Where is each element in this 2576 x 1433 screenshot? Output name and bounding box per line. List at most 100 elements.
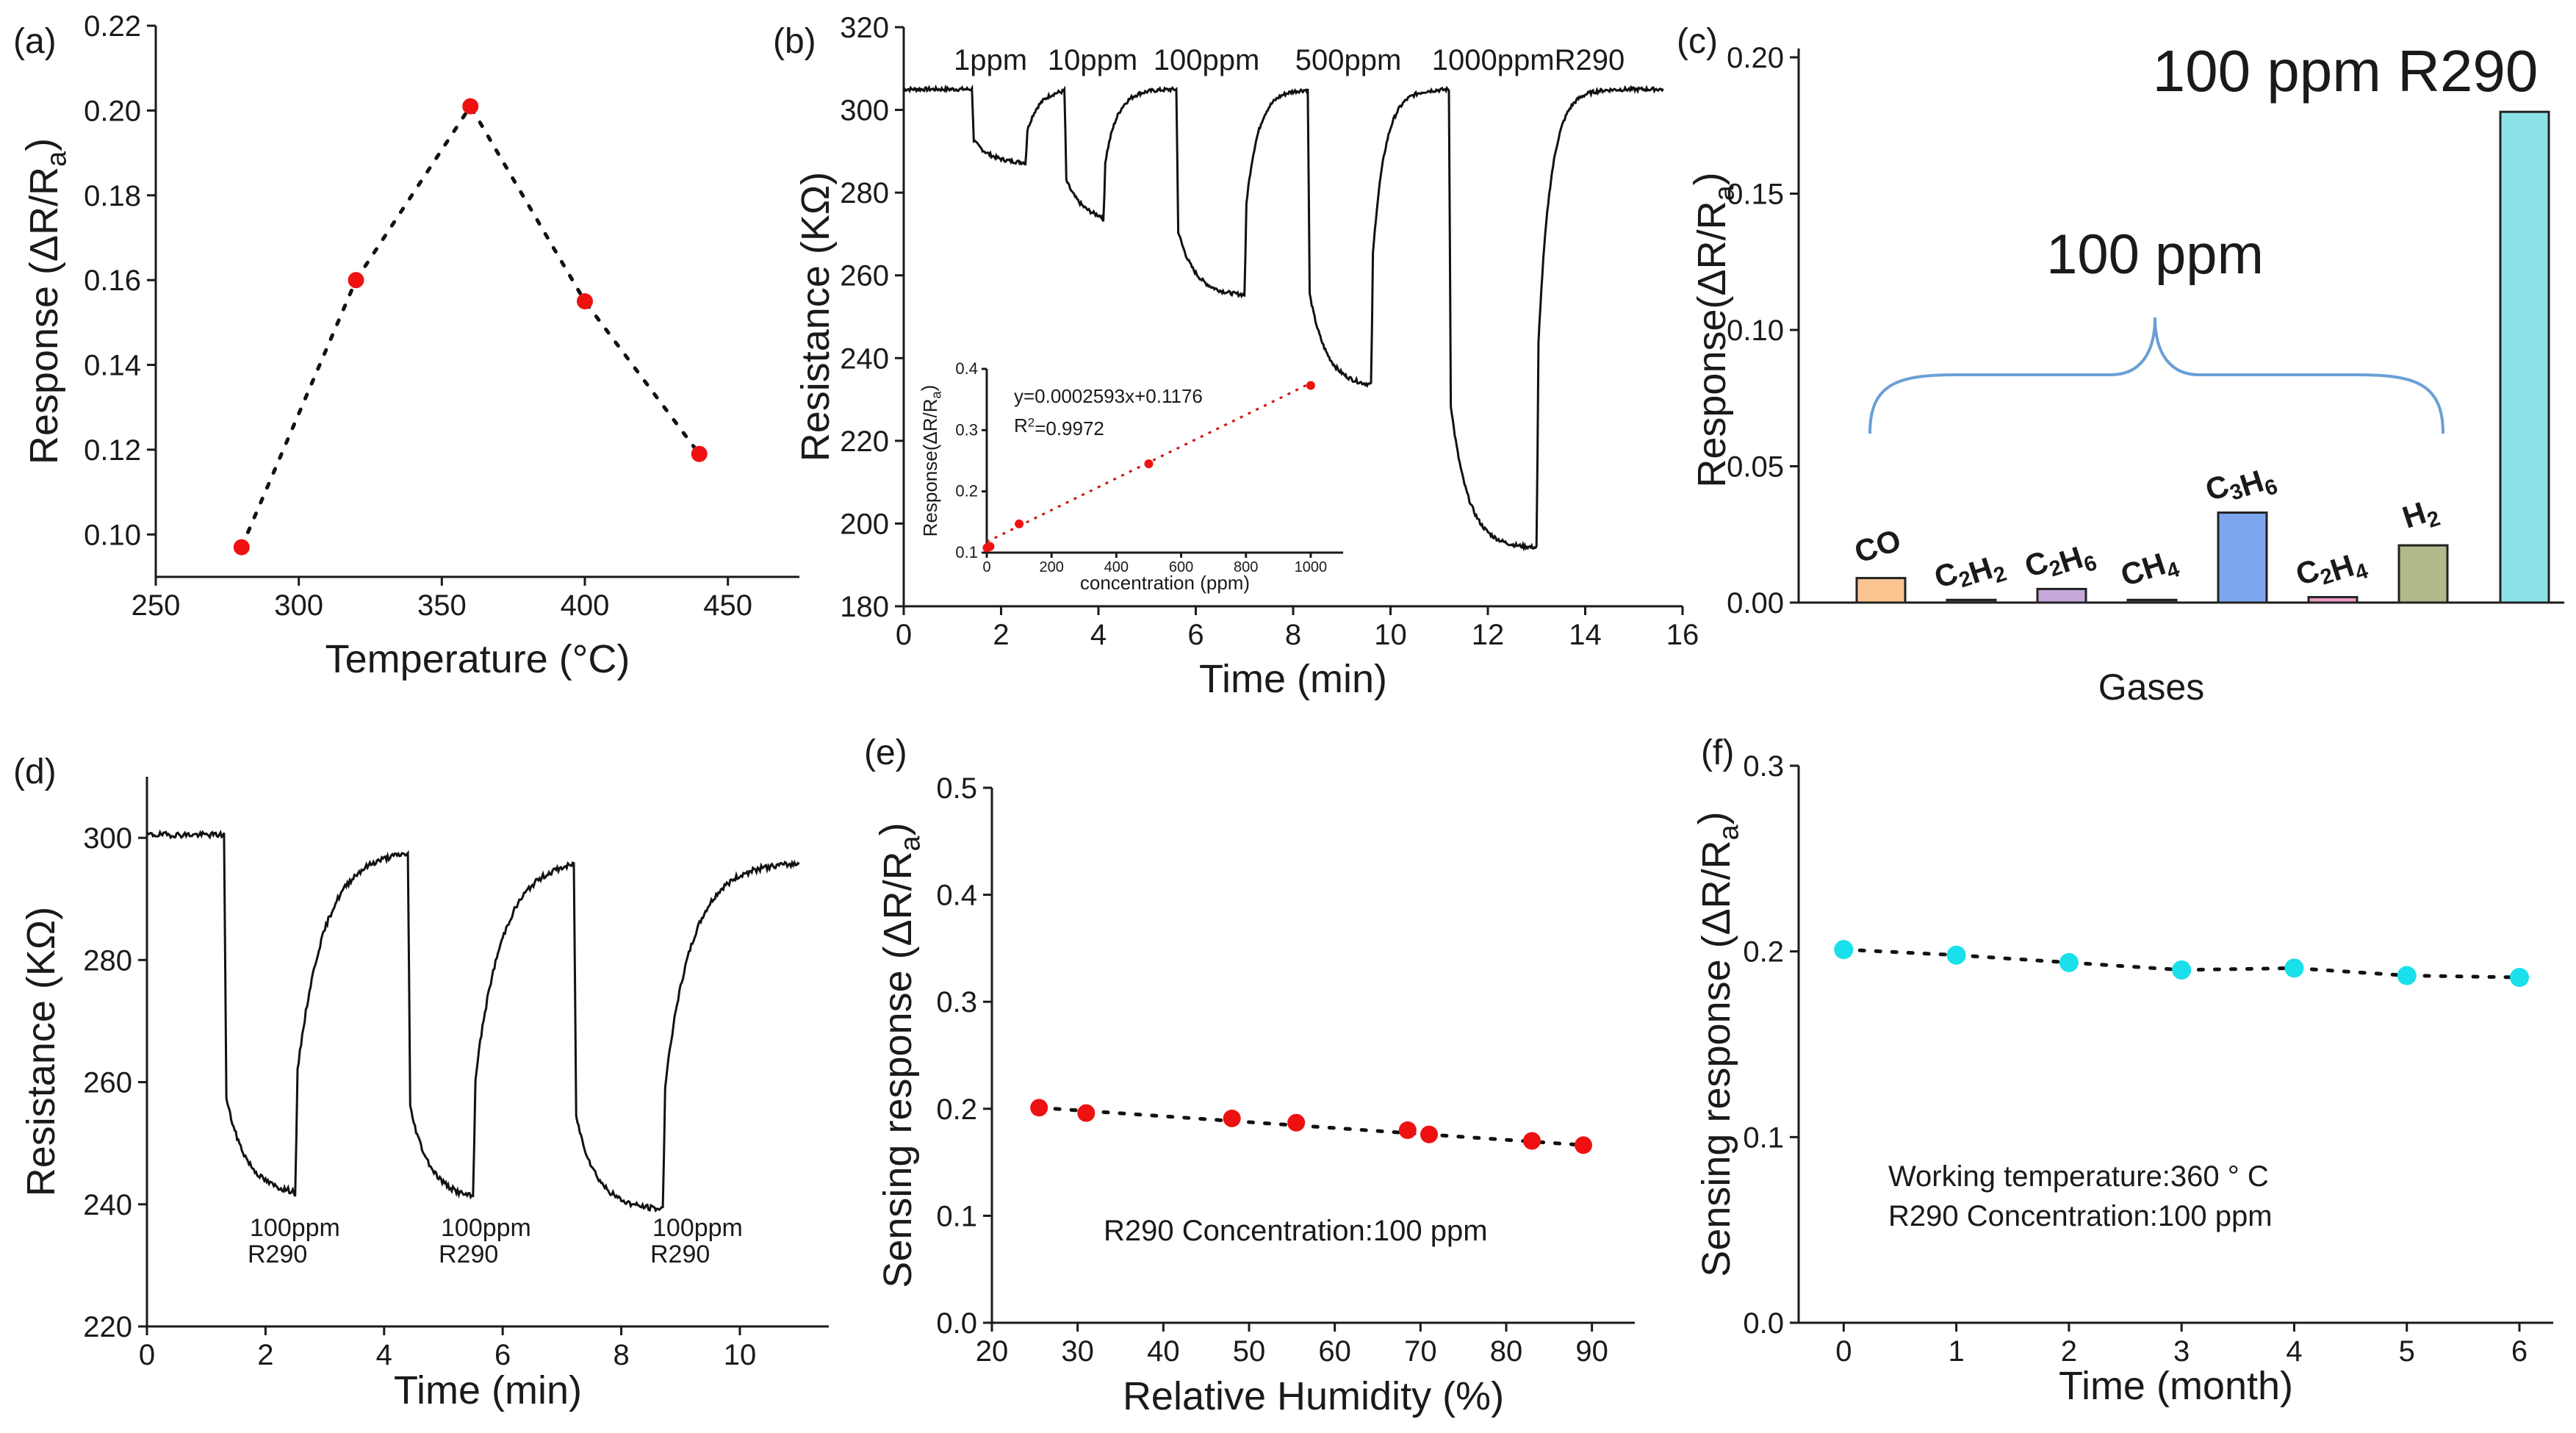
inset-x-tick-label: 800 <box>1234 559 1258 575</box>
x-tick-label: 60 <box>1318 1335 1351 1368</box>
data-point <box>233 539 250 556</box>
y-tick-label: 0.1 <box>1743 1121 1784 1154</box>
y-tick-label: 0.20 <box>84 95 141 127</box>
x-tick-label: 8 <box>1285 619 1301 651</box>
x-tick-label: 14 <box>1569 619 1602 651</box>
y-tick-label: 260 <box>840 260 889 292</box>
y-tick-label: 0.4 <box>936 880 977 912</box>
pulse-label-concentration: 100ppm <box>441 1214 531 1242</box>
y-tick-label: 240 <box>83 1189 132 1221</box>
x-tick-label: 10 <box>1374 619 1407 651</box>
inset-y-tick-label: 0.3 <box>955 420 978 439</box>
condition-label: R290 Concentration:100 ppm <box>1104 1215 1488 1247</box>
y-tick-label: 200 <box>840 508 889 540</box>
y-tick-label: 260 <box>83 1067 132 1099</box>
x-tick-label: 0 <box>896 619 912 651</box>
x-tick-label: 80 <box>1490 1335 1523 1368</box>
y-axis-title: Response(ΔR/Ra) <box>1686 172 1740 487</box>
panel-c: 0.00 0.05 0.10 0.15 0.20 (c) Response(ΔR/Ra) Ga… <box>1677 22 2564 708</box>
x-tick-label: 20 <box>976 1335 1009 1368</box>
inset-y-tick-label: 0.4 <box>955 359 978 378</box>
data-point <box>1223 1109 1241 1127</box>
pulse-label-concentration: 100ppm <box>652 1214 743 1242</box>
data-point <box>1834 940 1854 960</box>
y-tick-label: 220 <box>840 425 889 458</box>
data-point <box>348 272 364 289</box>
concentration-label: 10ppm <box>1048 44 1137 76</box>
y-tick-label: 240 <box>840 342 889 375</box>
resistance-trace <box>903 84 1664 552</box>
data-point <box>2510 968 2530 988</box>
panel-label: (a) <box>13 22 57 61</box>
panel-e: 20 30 40 50 60 70 80 90 0.0 0.1 0.2 0.3 0.4 0.5 (e) Rel… <box>864 733 1635 1418</box>
data-point <box>1575 1136 1592 1154</box>
data-point <box>2397 966 2417 985</box>
y-tick-label: 0.12 <box>84 434 141 467</box>
y-tick-label: 300 <box>83 822 132 855</box>
x-tick-label: 450 <box>703 589 752 622</box>
x-tick-label: 2 <box>257 1339 273 1371</box>
x-tick-label: 4 <box>376 1339 392 1371</box>
bar-category-label: C3H6 <box>2201 453 2281 518</box>
x-tick-label: 400 <box>561 589 610 622</box>
y-tick-label: 280 <box>840 177 889 209</box>
x-axis-title: Time (month) <box>2059 1364 2293 1408</box>
x-tick-label: 1 <box>1948 1335 1964 1368</box>
x-tick-label: 250 <box>132 589 181 622</box>
x-axis-title: Gases <box>2098 667 2205 708</box>
inset-r2: R2=0.9972 <box>1014 414 1104 439</box>
bar-gas <box>2397 544 2449 604</box>
inset-data-point <box>1306 381 1315 390</box>
data-point <box>1077 1104 1095 1122</box>
inset-y-axis-title: Response(ΔR/Ra) <box>918 385 944 537</box>
bar-category-label: C2H6 <box>2021 530 2100 595</box>
x-tick-label: 5 <box>2399 1335 2415 1368</box>
inset-x-tick-label: 200 <box>1039 559 1063 575</box>
y-tick-label: 0.10 <box>1727 315 1784 347</box>
x-tick-label: 12 <box>1472 619 1505 651</box>
inset-data-point <box>1015 519 1024 528</box>
x-tick-label: 10 <box>724 1339 757 1371</box>
inset-fit-line <box>986 381 1312 543</box>
x-tick-label: 8 <box>613 1339 629 1371</box>
x-tick-label: 300 <box>274 589 323 622</box>
y-tick-label: 0.10 <box>84 519 141 551</box>
bar-category-label: C2H2 <box>1930 541 2010 606</box>
data-point <box>2284 958 2304 978</box>
pulse-label-gas: R290 <box>650 1240 710 1268</box>
brace-label: 100 ppm <box>2046 223 2264 286</box>
y-tick-label: 220 <box>83 1311 132 1343</box>
inset-y-tick-label: 0.2 <box>955 482 978 500</box>
inset-y-tick-label: 0.1 <box>955 543 978 561</box>
x-tick-label: 6 <box>2511 1335 2528 1368</box>
y-axis-title: Sensing response (ΔR/Ra) <box>872 822 926 1287</box>
panel-label: (d) <box>13 753 57 791</box>
y-axis-title: Resistance (KΩ) <box>19 907 63 1196</box>
panel-d: 0 2 4 6 8 10 220 240 260 280 300 (d) Time (min) Resis… <box>13 753 829 1412</box>
x-tick-label: 70 <box>1404 1335 1437 1368</box>
x-tick-label: 350 <box>417 589 467 622</box>
inset-x-tick-label: 600 <box>1169 559 1193 575</box>
x-axis-title: Relative Humidity (%) <box>1123 1374 1504 1418</box>
concentration-label: 1000ppmR290 <box>1432 44 1625 76</box>
pulse-label-gas: R290 <box>248 1240 307 1268</box>
panel-a: 250 300 350 400 450 0.10 0.12 0.14 0.16 0.18 0.20 0… <box>13 10 799 681</box>
x-tick-label: 6 <box>1187 619 1204 651</box>
panel-label: (b) <box>773 22 816 61</box>
bar-gas <box>2217 511 2268 604</box>
inset-x-tick-label: 0 <box>982 559 990 575</box>
x-axis-title: Temperature (°C) <box>325 637 630 681</box>
bar-gas <box>1946 598 1997 604</box>
group-brace <box>1868 317 2444 434</box>
inset-chart: 0 200 400 600 800 1000 0.1 0.2 0.3 0.4 concentrati… <box>918 359 1343 594</box>
y-tick-label: 0.05 <box>1727 451 1784 484</box>
data-point <box>691 445 708 462</box>
y-axis-title: Response (ΔR/Ra) <box>18 138 72 464</box>
bar-category-label: H2 <box>2398 492 2443 540</box>
panel-label: (c) <box>1677 22 1718 61</box>
inset-x-tick-label: 400 <box>1104 559 1129 575</box>
y-tick-label: 320 <box>840 12 889 44</box>
x-tick-label: 16 <box>1666 619 1699 651</box>
bar-category-label: CH4 <box>2117 542 2184 597</box>
x-tick-label: 40 <box>1147 1335 1180 1368</box>
